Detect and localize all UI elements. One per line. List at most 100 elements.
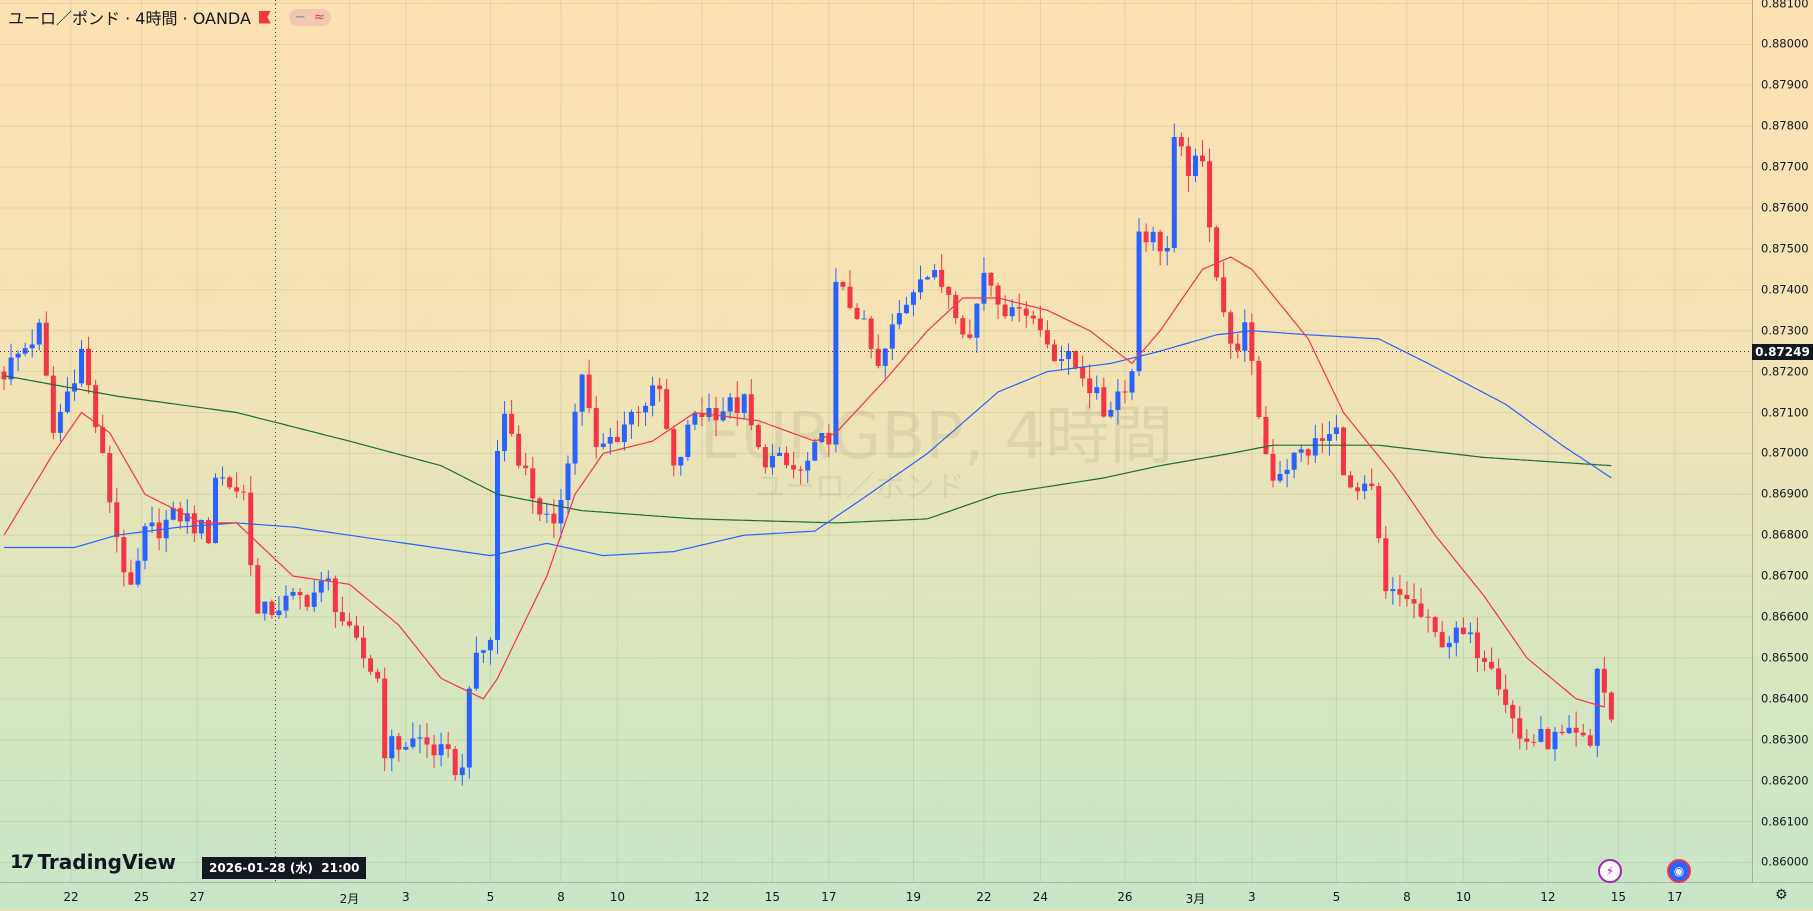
candle-body bbox=[1608, 692, 1614, 720]
candle-body bbox=[1453, 627, 1459, 643]
candle-body bbox=[1214, 227, 1220, 278]
candle-body bbox=[283, 595, 289, 611]
candle-body bbox=[72, 383, 77, 392]
candle-body bbox=[22, 348, 28, 354]
candle-body bbox=[1263, 416, 1269, 455]
time-tick-label: 5 bbox=[486, 890, 495, 904]
candle-body bbox=[636, 411, 641, 413]
candle-body bbox=[812, 442, 818, 461]
candle-body bbox=[1221, 277, 1227, 313]
candle-body bbox=[1242, 322, 1248, 351]
candle-body bbox=[727, 397, 733, 412]
candle-body bbox=[558, 499, 564, 524]
candle-body bbox=[1333, 427, 1339, 435]
candle-body bbox=[1474, 632, 1480, 659]
candle-body bbox=[1432, 617, 1438, 633]
candle-body bbox=[918, 279, 923, 293]
candle-body bbox=[1291, 452, 1297, 470]
candle-body bbox=[459, 767, 465, 776]
candle-body bbox=[650, 385, 656, 406]
candle-body bbox=[657, 385, 663, 390]
candle-body bbox=[100, 427, 106, 454]
candle-body bbox=[1094, 387, 1100, 394]
candle-body bbox=[79, 348, 85, 384]
candle-body bbox=[1552, 731, 1558, 750]
price-tick-label: 0.87600 bbox=[1761, 200, 1809, 215]
candle-body bbox=[121, 537, 127, 573]
candle-body bbox=[1009, 307, 1015, 317]
time-tick-label: 3 bbox=[1248, 890, 1256, 904]
candle-body bbox=[1341, 427, 1346, 476]
globe-icon[interactable]: ◉ bbox=[1667, 859, 1691, 883]
candle-body bbox=[1411, 599, 1417, 604]
candle-body bbox=[43, 322, 49, 376]
candle-body bbox=[868, 318, 874, 349]
candle-body bbox=[318, 580, 324, 593]
price-tick-label: 0.86700 bbox=[1761, 568, 1809, 583]
candle-body bbox=[1601, 668, 1607, 693]
time-tick-label: 12 bbox=[694, 890, 710, 904]
candle-body bbox=[974, 303, 980, 338]
candle-body bbox=[487, 639, 493, 651]
price-tick-label: 0.88000 bbox=[1761, 36, 1809, 51]
candle-body bbox=[170, 508, 176, 520]
candle-body bbox=[593, 408, 599, 447]
tradingview-logo[interactable]: 17 TradingView bbox=[10, 850, 176, 874]
candle-body bbox=[1531, 741, 1537, 743]
candle-body bbox=[664, 389, 670, 429]
ma-mid-line bbox=[4, 330, 1612, 557]
candle-body bbox=[1383, 538, 1389, 592]
status-badges[interactable]: − ≈ bbox=[288, 8, 331, 26]
candle-body bbox=[445, 744, 451, 749]
candle-body bbox=[798, 469, 804, 471]
candle-body bbox=[255, 565, 261, 614]
lightning-icon[interactable]: ⚡ bbox=[1598, 859, 1622, 883]
candle-body bbox=[1418, 603, 1424, 617]
candle-body bbox=[1087, 378, 1093, 394]
candle-body bbox=[1573, 727, 1579, 733]
candle-body bbox=[1545, 728, 1551, 750]
candle-body bbox=[375, 671, 381, 679]
time-axis[interactable]: 22 25 27 2月 3 5 8 10 12 15 17 19 22 24 26 3月 3 5 8 10 12 15 17 bbox=[0, 882, 1813, 911]
candle-body bbox=[1277, 474, 1283, 481]
candle-body bbox=[438, 744, 444, 756]
candle-body bbox=[791, 465, 797, 470]
candle-body bbox=[643, 405, 649, 413]
symbol-title[interactable]: ユーロ／ポンド · 4時間 · OANDA bbox=[8, 9, 251, 28]
candle-body bbox=[64, 391, 70, 412]
price-tick-label: 0.87300 bbox=[1761, 323, 1809, 338]
candle-body bbox=[417, 737, 423, 739]
price-tick-label: 0.86500 bbox=[1761, 650, 1809, 665]
tv-logo-icon: 17 bbox=[10, 851, 34, 873]
candle-body bbox=[854, 307, 860, 319]
candle-body bbox=[981, 272, 987, 304]
candle-body bbox=[706, 407, 712, 418]
time-tick-label: 27 bbox=[189, 890, 205, 904]
candle-body bbox=[1059, 359, 1064, 362]
candle-body bbox=[1355, 487, 1361, 492]
price-tick-label: 0.86300 bbox=[1761, 732, 1809, 747]
time-tick-label: 10 bbox=[609, 890, 625, 904]
time-tick-label: 22 bbox=[63, 890, 79, 904]
price-tick-label: 0.87700 bbox=[1761, 159, 1809, 174]
candle-body bbox=[988, 272, 994, 286]
candle-body bbox=[1517, 718, 1523, 739]
candle-body bbox=[1207, 161, 1213, 228]
settings-icon[interactable]: ⚙ bbox=[1775, 887, 1788, 903]
candle-body bbox=[586, 374, 592, 409]
candle-body bbox=[1594, 668, 1600, 746]
price-axis[interactable]: 0.88100 0.88000 0.87900 0.87800 0.87700 0.876… bbox=[1752, 0, 1813, 882]
candle-body bbox=[1164, 248, 1170, 252]
price-tick-label: 0.86400 bbox=[1761, 691, 1809, 706]
candle-body bbox=[452, 748, 458, 776]
candle-body bbox=[339, 612, 345, 622]
candle-body bbox=[685, 424, 691, 457]
candle-body bbox=[777, 452, 782, 456]
time-tick-label: 26 bbox=[1117, 890, 1133, 904]
candle-body bbox=[1312, 438, 1318, 456]
candle-body bbox=[269, 601, 275, 615]
flag-icon[interactable] bbox=[258, 10, 271, 24]
price-tick-label: 0.87900 bbox=[1761, 77, 1809, 92]
ma-slow-line bbox=[3, 375, 1612, 524]
